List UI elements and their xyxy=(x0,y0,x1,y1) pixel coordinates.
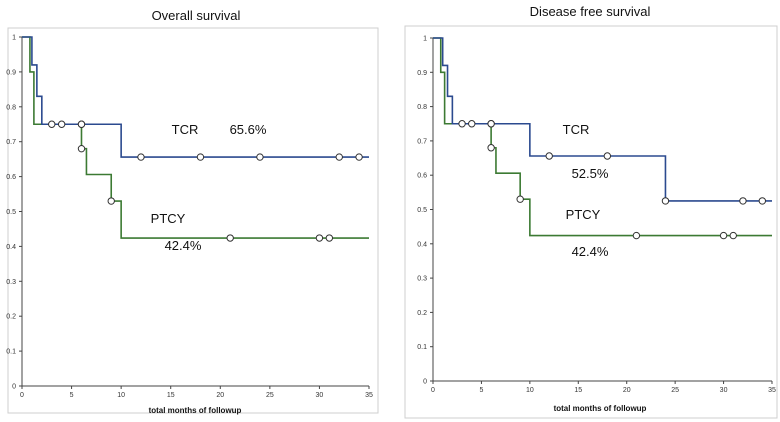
y-tick-label: 0 xyxy=(423,379,427,386)
y-tick-label: 1 xyxy=(12,35,16,42)
y-tick-label: 0.7 xyxy=(417,138,427,145)
series-line-ptcy xyxy=(433,37,772,237)
censor-marker-tcr xyxy=(355,153,363,161)
censor-marker-tcr xyxy=(335,153,343,161)
x-tick-label: 5 xyxy=(479,387,483,394)
panel-frame xyxy=(7,27,379,414)
x-tick-label: 10 xyxy=(526,387,534,394)
censor-marker-ptcy xyxy=(487,120,495,128)
y-tick-label: 0.1 xyxy=(6,349,16,356)
censor-marker-ptcy xyxy=(77,144,86,153)
ptcy-label: PTCY xyxy=(151,211,186,226)
censor-marker-ptcy xyxy=(516,195,524,203)
tcr-survival-percent: 52.5% xyxy=(572,166,609,181)
chart-overall-survival: Overall survival 0 5 10 15 20 25 30 35 0 0.1 0.2 0.… xyxy=(6,8,379,415)
y-tick-label: 0.3 xyxy=(417,276,427,283)
tcr-survival-percent: 65.6% xyxy=(230,122,267,137)
y-tick-label: 0.8 xyxy=(417,104,427,111)
censor-marker-tcr xyxy=(48,120,56,128)
series-line-ptcy xyxy=(22,36,369,239)
tcr-label: TCR xyxy=(563,122,590,137)
x-axis-label: total months of followup xyxy=(554,404,647,413)
x-tick-label: 30 xyxy=(316,392,324,399)
censor-marker-ptcy xyxy=(77,120,86,128)
y-tick-label: 0.3 xyxy=(6,279,16,286)
censor-marker-tcr xyxy=(57,120,66,128)
censor-marker-tcr xyxy=(256,153,264,161)
tcr-label: TCR xyxy=(172,122,199,137)
x-tick-label: 25 xyxy=(671,387,679,394)
y-tick-label: 0.5 xyxy=(417,207,427,214)
censor-marker-tcr xyxy=(545,152,553,160)
censor-marker-tcr xyxy=(458,120,466,128)
y-tick-label: 0.8 xyxy=(6,104,16,111)
y-tick-label: 0.6 xyxy=(417,173,427,180)
y-tick-label: 1 xyxy=(423,36,427,43)
x-tick-label: 20 xyxy=(623,387,631,394)
y-tick-label: 0.4 xyxy=(6,244,16,251)
censor-marker-ptcy xyxy=(325,234,334,242)
series-line-tcr xyxy=(433,37,772,202)
x-tick-label: 20 xyxy=(216,392,224,399)
ptcy-survival-percent: 42.4% xyxy=(165,238,202,253)
plot-area: 0 5 10 15 20 25 30 35 0 0.1 0.2 0.3 0.4 0.5 0.6 0.7 0.8 0… xyxy=(6,35,373,400)
censor-marker-ptcy xyxy=(226,234,234,242)
x-tick-label: 25 xyxy=(266,392,274,399)
censor-marker-tcr xyxy=(603,152,612,160)
y-tick-label: 0.6 xyxy=(6,174,16,181)
censor-marker-ptcy xyxy=(487,144,495,152)
y-tick-label: 0.7 xyxy=(6,139,16,146)
censor-marker-tcr xyxy=(739,197,747,205)
x-tick-label: 0 xyxy=(20,392,24,399)
chart-title: Overall survival xyxy=(152,8,241,23)
censor-marker-tcr xyxy=(196,153,205,161)
chart-title: Disease free survival xyxy=(530,4,651,19)
censor-marker-ptcy xyxy=(107,197,115,205)
y-tick-label: 0.9 xyxy=(6,69,16,76)
censor-marker-tcr xyxy=(468,120,476,128)
x-tick-label: 30 xyxy=(720,387,728,394)
censor-marker-tcr xyxy=(758,197,767,205)
chart-disease-free-survival: Disease free survival 0 5 10 15 20 25 30 35 0 0.1… xyxy=(404,4,778,419)
x-tick-label: 15 xyxy=(167,392,175,399)
censor-marker-tcr xyxy=(137,153,145,161)
censor-marker-ptcy xyxy=(632,231,641,240)
x-tick-label: 15 xyxy=(574,387,582,394)
y-tick-label: 0.2 xyxy=(417,310,427,317)
x-tick-label: 10 xyxy=(117,392,125,399)
series-line-tcr xyxy=(22,36,369,158)
plot-area: 0 5 10 15 20 25 30 35 0 0.1 0.2 0.3 0.4 0.5 0.6 0.7 0.8 0… xyxy=(417,36,776,395)
panel-frame xyxy=(404,25,778,419)
censor-marker-ptcy xyxy=(719,231,728,240)
x-tick-label: 0 xyxy=(431,387,435,394)
censor-marker-ptcy xyxy=(729,231,737,240)
censor-marker-ptcy xyxy=(315,234,324,242)
x-tick-label: 35 xyxy=(768,387,776,394)
y-tick-label: 0.4 xyxy=(417,241,427,248)
y-tick-label: 0 xyxy=(12,384,16,391)
x-tick-label: 5 xyxy=(70,392,74,399)
y-tick-label: 0.5 xyxy=(6,209,16,216)
censor-marker-tcr xyxy=(661,197,670,205)
ptcy-label: PTCY xyxy=(566,207,601,222)
x-axis-label: total months of followup xyxy=(149,406,242,415)
y-tick-label: 0.9 xyxy=(417,70,427,77)
y-tick-label: 0.1 xyxy=(417,344,427,351)
y-tick-label: 0.2 xyxy=(6,314,16,321)
x-tick-label: 35 xyxy=(365,392,373,399)
ptcy-survival-percent: 42.4% xyxy=(572,244,609,259)
